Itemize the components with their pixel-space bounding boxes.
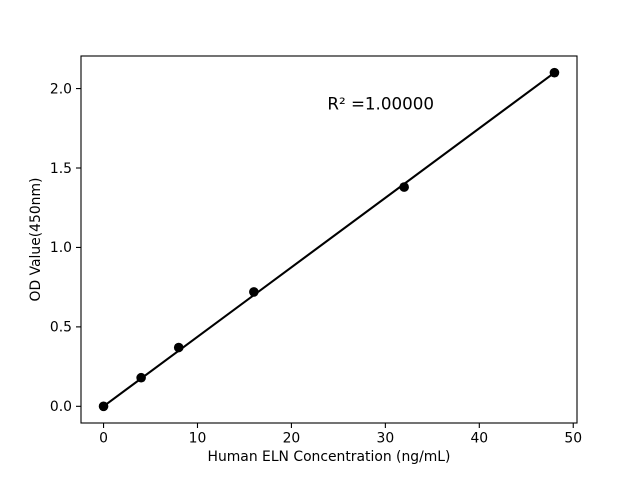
y-tick-label: 0.0 bbox=[50, 399, 72, 415]
data-point bbox=[399, 182, 409, 192]
data-point bbox=[549, 67, 560, 78]
plot-border bbox=[80, 55, 578, 424]
plot-area: 0 10 20 30 40 50 0.0 0.5 1.0 1.5 2.0 bbox=[50, 55, 582, 447]
fit-line bbox=[102, 71, 556, 408]
data-point bbox=[136, 372, 146, 383]
y-tick-label: 0.5 bbox=[50, 320, 72, 336]
y-axis-label: OD Value(450nm) bbox=[28, 178, 44, 302]
y-tick-label: 1.0 bbox=[50, 240, 72, 256]
x-tick-label: 10 bbox=[189, 431, 207, 447]
y-tick-label: 1.5 bbox=[50, 161, 72, 177]
r-squared-annotation: R² =1.00000 bbox=[327, 93, 434, 113]
x-tick-label: 20 bbox=[283, 431, 301, 447]
x-tick-label: 50 bbox=[564, 431, 582, 447]
x-axis-label: Human ELN Concentration (ng/mL) bbox=[208, 449, 451, 465]
x-tick-label: 0 bbox=[99, 431, 108, 447]
x-tick-label: 30 bbox=[377, 431, 395, 447]
y-tick-label: 2.0 bbox=[50, 81, 72, 97]
data-point bbox=[249, 287, 259, 297]
data-point bbox=[173, 342, 184, 353]
data-point bbox=[98, 401, 109, 412]
x-tick-label: 40 bbox=[470, 431, 488, 447]
